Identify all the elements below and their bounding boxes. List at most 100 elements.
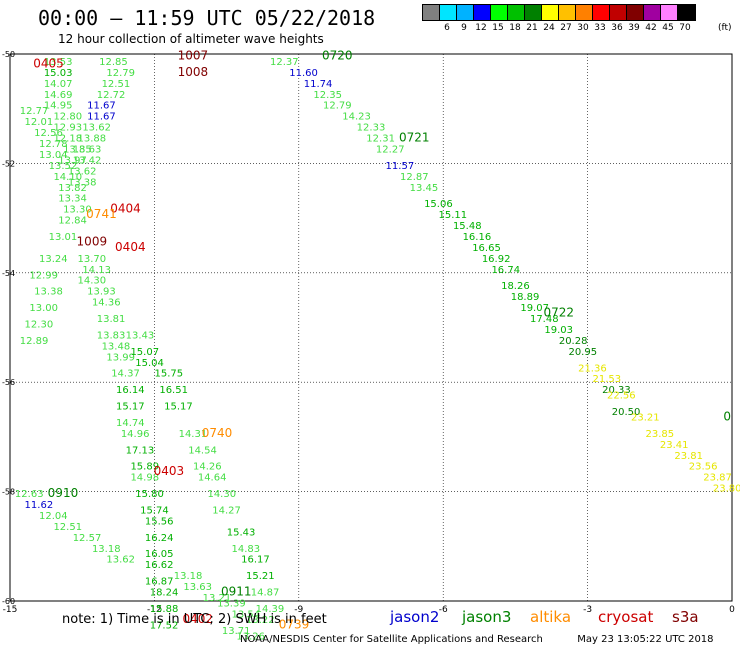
legend-swatch	[474, 5, 491, 20]
time-tag: 0911	[221, 585, 252, 599]
swh-value: 13.83	[97, 330, 126, 341]
swh-value: 14.31	[179, 429, 208, 440]
swh-value: 12.80	[53, 112, 82, 123]
swh-value: 13.62	[82, 123, 111, 134]
swh-value: 12.27	[376, 144, 405, 155]
time-tag: 0405	[33, 57, 64, 71]
legend-label: 12	[475, 23, 487, 33]
swh-value: 14.27	[212, 505, 241, 516]
swh-value: 13.00	[29, 303, 58, 314]
swh-value: 12.18	[53, 134, 82, 145]
x-tick-label: -15	[3, 605, 18, 615]
swh-value: 12.93	[53, 123, 82, 134]
page-subtitle: 12 hour collection of altimeter wave hei…	[58, 32, 324, 46]
swh-value: 12.63	[15, 489, 44, 500]
swh-value: 13.38	[34, 287, 63, 298]
swh-value: 18.89	[511, 292, 540, 303]
swh-value: 15.56	[145, 516, 174, 527]
swh-value: 14.26	[193, 462, 222, 473]
swh-value: 14.74	[116, 418, 145, 429]
legend-swatch	[457, 5, 474, 20]
time-tag: 0739	[279, 617, 310, 631]
satellite-s3a: s3a	[672, 608, 699, 626]
swh-value: 12.33	[357, 123, 386, 134]
swh-value: 23.41	[660, 440, 689, 451]
swh-value: 12.31	[366, 134, 395, 145]
legend-label: 24	[543, 23, 555, 33]
legend-label: 27	[560, 23, 572, 33]
swh-value: 13.62	[68, 166, 97, 177]
swh-value: 13.21	[203, 593, 232, 604]
swh-value: 16.24	[145, 533, 174, 544]
swh-value: 12.77	[20, 106, 49, 117]
swh-value: 13.54	[232, 609, 261, 620]
swh-value: 13.18	[174, 571, 203, 582]
swh-value: 15.48	[453, 221, 482, 232]
y-tick-label: -60	[2, 597, 15, 606]
swh-value: 11.57	[386, 161, 415, 172]
time-tag: 0722	[543, 306, 574, 320]
legend-label: 9	[461, 23, 467, 33]
y-tick-label: -58	[2, 488, 15, 497]
swh-value: 13.70	[78, 254, 107, 265]
swh-value: 14.30	[207, 489, 236, 500]
legend-swatch	[627, 5, 644, 20]
swh-value: 11.67	[87, 112, 116, 123]
page-title: 00:00 – 11:59 UTC 05/22/2018	[38, 6, 376, 30]
legend-label: 6	[444, 23, 450, 33]
swh-value: 12.78	[39, 139, 68, 150]
swh-value: 12.30	[25, 320, 54, 331]
swh-value: 14.36	[92, 298, 121, 309]
y-tick-label: -52	[2, 159, 15, 168]
x-tick-label: -9	[294, 605, 303, 615]
swh-value: 13.01	[49, 232, 78, 243]
swh-value: 12.51	[102, 79, 131, 90]
swh-value: 12.72	[97, 90, 126, 101]
swh-value: 14.30	[78, 276, 107, 287]
swh-value: 13.63	[183, 582, 212, 593]
swh-value: 12.35	[313, 90, 342, 101]
swh-value: 14.39	[256, 604, 285, 615]
time-tag: 1007	[178, 48, 209, 62]
legend-swatch	[678, 5, 695, 20]
swh-value: 14.98	[130, 473, 159, 484]
swh-value: 16.65	[472, 243, 501, 254]
swh-value: 18.26	[501, 281, 530, 292]
swh-value: 16.62	[145, 560, 174, 571]
legend-label: 36	[611, 23, 623, 33]
swh-value: 12.56	[34, 128, 63, 139]
swh-value: 13.26	[236, 631, 265, 642]
swh-value: 15.04	[135, 358, 164, 369]
units-note: note: 1) Time is in UTC; 2) SWH is in fe…	[62, 612, 327, 627]
satellite-cryosat: cryosat	[598, 608, 654, 626]
legend-swatch	[508, 5, 525, 20]
swh-value: 21.36	[578, 363, 607, 374]
swh-value: 16.05	[145, 549, 174, 560]
swh-value: 13.34	[58, 194, 87, 205]
legend-swatch	[644, 5, 661, 20]
swh-value: 21.53	[593, 374, 622, 385]
swh-value: 20.50	[612, 407, 641, 418]
y-tick-label: -56	[2, 378, 15, 387]
swh-value: 15.88	[150, 604, 179, 615]
swh-value: 18.24	[150, 588, 179, 599]
swh-value: 16.87	[145, 577, 174, 588]
swh-value: 15.07	[130, 347, 159, 358]
satellite-jason2: jason2	[390, 608, 440, 626]
swh-value: 13.52	[49, 161, 78, 172]
swh-value: 23.80	[713, 484, 740, 495]
legend-label: 33	[594, 23, 606, 33]
swh-value: 16.51	[159, 385, 188, 396]
swh-value: 15.21	[246, 571, 275, 582]
legend-swatch	[542, 5, 559, 20]
swh-value: 13.88	[78, 134, 107, 145]
swh-value: 14.83	[232, 544, 261, 555]
swh-value: 12.87	[400, 172, 429, 183]
swh-value: 23.85	[645, 429, 674, 440]
legend-unit: (ft)	[718, 23, 732, 33]
x-tick-label: -12	[147, 605, 162, 615]
legend-swatch	[525, 5, 542, 20]
swh-value: 12.85	[99, 57, 128, 68]
swh-value: 14.10	[53, 172, 82, 183]
